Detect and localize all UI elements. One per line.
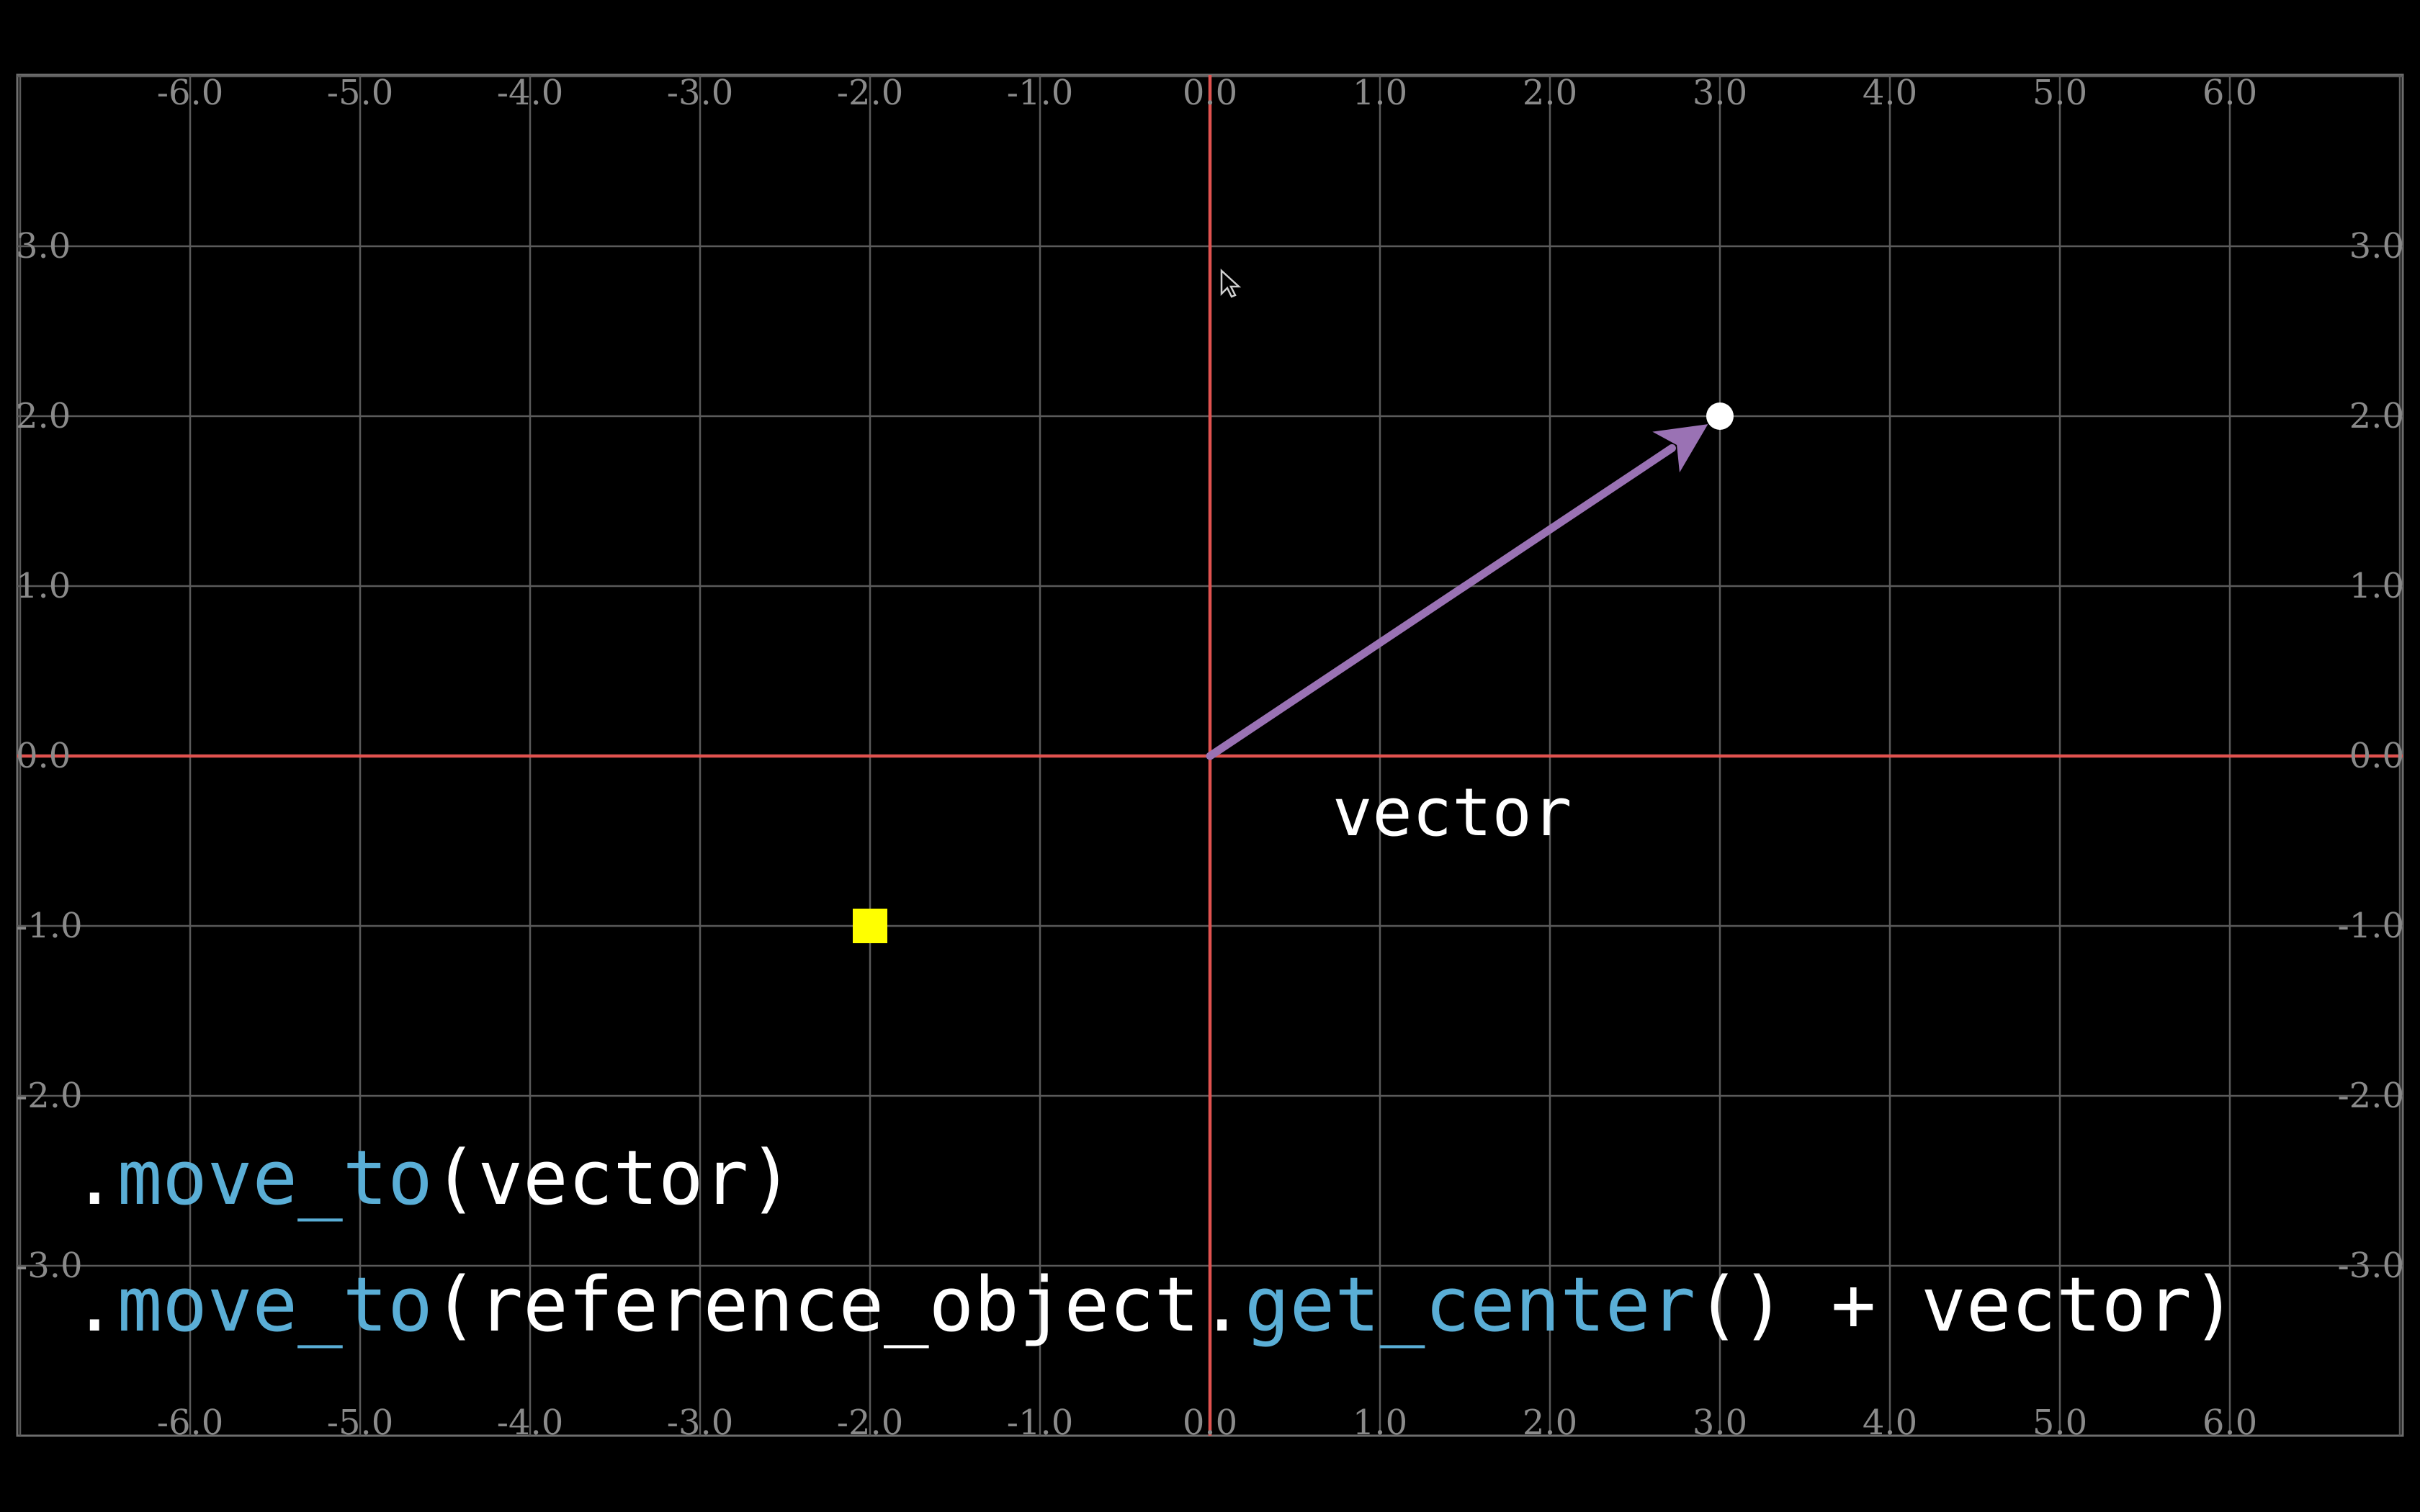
x-tick-label-top: -3.0 [667, 73, 734, 113]
y-tick-label-right: 0.0 [2349, 736, 2404, 776]
code-method-token: move_to [117, 1261, 433, 1349]
x-tick-label-top: -2.0 [837, 73, 904, 113]
x-tick-label-bottom: -1.0 [1007, 1403, 1074, 1443]
code-line-1: .move_to(vector) [72, 1134, 794, 1222]
x-tick-label-bottom: 4.0 [1863, 1403, 1917, 1443]
x-tick-label-bottom: -3.0 [667, 1403, 734, 1443]
y-tick-label-left: 3.0 [16, 226, 71, 266]
x-tick-label-top: 2.0 [1523, 73, 1577, 113]
y-tick-label-right: -1.0 [2337, 906, 2404, 946]
code-text-token: () + vector) [1695, 1261, 2236, 1349]
x-tick-label-top: 5.0 [2033, 73, 2087, 113]
x-tick-label-top: 1.0 [1353, 73, 1407, 113]
code-text-token: (reference_object. [433, 1261, 1245, 1349]
x-tick-label-bottom: -4.0 [497, 1403, 564, 1443]
x-tick-label-top: 0.0 [1183, 73, 1237, 113]
tick-labels: -6.0 -6.0 -5.0 -5.0 -4.0 -4.0 -3.0 -3.0 -2.0 -2.0… [16, 73, 2404, 1443]
x-tick-label-bottom: -5.0 [327, 1403, 394, 1443]
x-tick-label-top: -5.0 [327, 73, 394, 113]
code-text-token: . [72, 1261, 117, 1349]
x-tick-label-top: 3.0 [1693, 73, 1747, 113]
code-line-2: .move_to(reference_object.get_center() +… [72, 1261, 2236, 1349]
x-tick-label-top: -6.0 [157, 73, 224, 113]
x-tick-label-bottom: 3.0 [1693, 1403, 1747, 1443]
x-tick-label-bottom: 5.0 [2033, 1403, 2087, 1443]
x-tick-label-bottom: 1.0 [1353, 1403, 1407, 1443]
x-tick-label-top: 4.0 [1863, 73, 1917, 113]
y-tick-label-left: 0.0 [16, 736, 71, 776]
y-tick-label-left: 1.0 [16, 566, 71, 606]
vector-label: vector [1332, 774, 1572, 851]
vector-shaft [1206, 444, 1676, 760]
code-method-token: get_center [1245, 1261, 1695, 1349]
yellow-square [853, 909, 887, 943]
x-tick-label-bottom: 0.0 [1183, 1403, 1237, 1443]
y-tick-label-left: -1.0 [16, 906, 83, 946]
y-tick-label-left: -2.0 [16, 1076, 83, 1116]
y-tick-label-right: -3.0 [2337, 1246, 2404, 1286]
code-text-token: (vector) [433, 1134, 794, 1222]
vector-tip-dot [1706, 402, 1734, 430]
x-tick-label-top: -4.0 [497, 73, 564, 113]
x-tick-label-top: 6.0 [2202, 73, 2257, 113]
x-tick-label-bottom: -2.0 [837, 1403, 904, 1443]
code-method-token: move_to [117, 1134, 433, 1222]
x-tick-label-bottom: -6.0 [157, 1403, 224, 1443]
y-tick-label-right: 3.0 [2349, 226, 2404, 266]
vector-arrow [1206, 402, 1734, 760]
mouse-pointer-icon [1220, 269, 1242, 298]
y-tick-label-left: -3.0 [16, 1246, 83, 1286]
vector-arrowhead [1652, 424, 1708, 473]
y-tick-label-right: 2.0 [2349, 396, 2404, 436]
x-tick-label-bottom: 2.0 [1523, 1403, 1577, 1443]
x-tick-label-top: -1.0 [1007, 73, 1074, 113]
code-text-token: . [72, 1134, 117, 1222]
y-tick-label-right: 1.0 [2349, 566, 2404, 606]
y-tick-label-right: -2.0 [2337, 1076, 2404, 1116]
y-tick-label-left: 2.0 [16, 396, 71, 436]
x-tick-label-bottom: 6.0 [2202, 1403, 2257, 1443]
